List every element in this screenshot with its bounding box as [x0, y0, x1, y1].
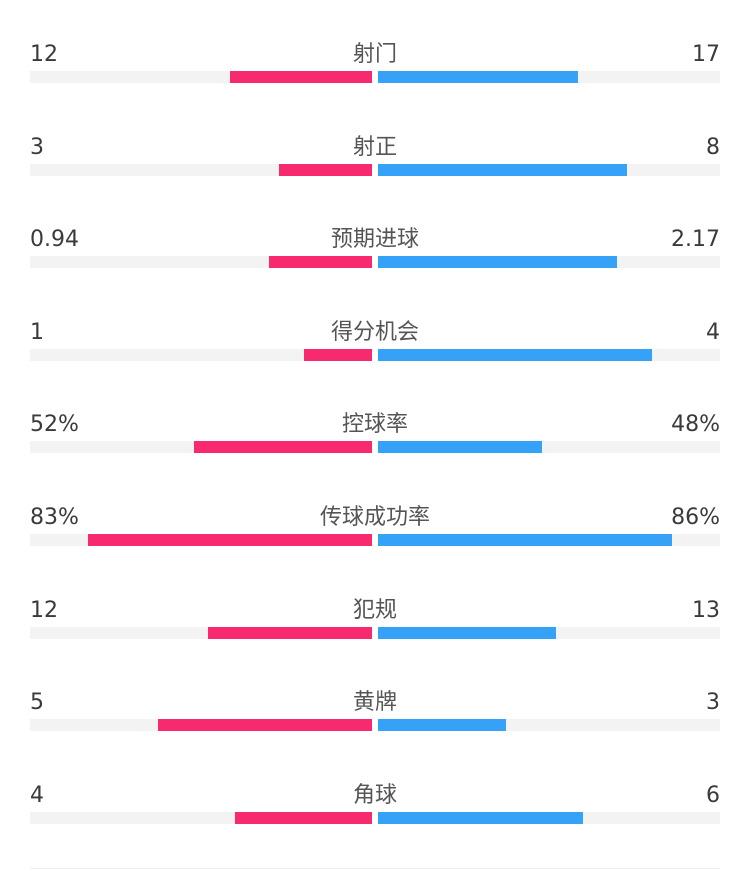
away-bar-track: [378, 719, 720, 732]
away-value: 2.17: [671, 227, 720, 253]
home-value: 52%: [30, 412, 79, 438]
home-value: 1: [30, 319, 44, 345]
away-bar-track: [378, 348, 720, 361]
stat-label: 犯规: [352, 597, 397, 623]
stat-label: 预期进球: [330, 227, 419, 253]
home-bar-fill: [88, 534, 372, 546]
stat-label: 得分机会: [330, 319, 419, 345]
away-value: 8: [706, 134, 720, 160]
divider: [30, 868, 720, 869]
away-value: 6: [706, 782, 720, 808]
home-bar-track: [30, 626, 372, 639]
away-bar-track: [378, 256, 720, 269]
away-bar-fill: [378, 811, 584, 824]
away-bar-fill: [378, 256, 617, 269]
away-bar-track: [378, 441, 720, 454]
away-value: 13: [692, 597, 720, 623]
away-value: 48%: [671, 412, 720, 438]
stat-row: 83% 传球成功率 86%: [0, 493, 750, 585]
home-value: 4: [30, 782, 44, 808]
away-value: 4: [706, 319, 720, 345]
away-bar-fill: [378, 71, 579, 83]
home-bar-track: [30, 348, 372, 361]
stat-row: 4 角球 6: [0, 771, 750, 863]
stat-label: 传球成功率: [319, 505, 430, 530]
stat-row: 12 射门 17: [0, 30, 750, 122]
home-bar-track: [30, 719, 372, 732]
away-bar-fill: [378, 719, 507, 732]
home-bar-track: [30, 256, 372, 269]
away-bar-track: [378, 71, 720, 83]
home-bar-fill: [235, 811, 372, 824]
away-value: 17: [692, 42, 720, 67]
stat-row: 5 黄牌 3: [0, 678, 750, 770]
stat-label: 控球率: [341, 412, 408, 438]
stat-row: 12 犯规 13: [0, 586, 750, 678]
stat-label: 射门: [352, 42, 397, 67]
home-bar-fill: [207, 626, 372, 639]
home-bar-track: [30, 71, 372, 83]
away-bar-fill: [378, 441, 543, 454]
stat-row: 3 射正 8: [0, 123, 750, 215]
stat-label: 射正: [352, 134, 397, 160]
stat-row: 1 得分机会 4: [0, 308, 750, 400]
stat-row: 0.94 预期进球 2.17: [0, 215, 750, 307]
away-bar-fill: [378, 163, 627, 176]
home-bar-fill: [268, 256, 372, 269]
home-bar-fill: [194, 441, 372, 454]
home-bar-track: [30, 441, 372, 454]
away-bar-track: [378, 626, 720, 639]
home-value: 0.94: [30, 227, 79, 253]
away-bar-fill: [378, 534, 673, 546]
away-bar-track: [378, 811, 720, 824]
away-bar-track: [378, 163, 720, 176]
away-bar-fill: [378, 348, 652, 361]
home-bar-track: [30, 163, 372, 176]
home-bar-fill: [230, 71, 372, 83]
home-value: 3: [30, 134, 44, 160]
away-bar-track: [378, 534, 720, 546]
home-bar-track: [30, 534, 372, 546]
home-value: 12: [30, 42, 58, 67]
away-value: 86%: [671, 505, 720, 530]
stat-label: 角球: [352, 782, 397, 808]
stat-row: 52% 控球率 48%: [0, 400, 750, 492]
home-bar-fill: [158, 719, 372, 732]
away-value: 3: [706, 690, 720, 716]
home-bar-fill: [303, 348, 372, 361]
home-value: 12: [30, 597, 58, 623]
home-bar-track: [30, 811, 372, 824]
home-value: 5: [30, 690, 44, 716]
stat-label: 黄牌: [352, 690, 397, 716]
home-value: 83%: [30, 505, 79, 530]
home-bar-fill: [278, 163, 372, 176]
away-bar-fill: [378, 626, 556, 639]
